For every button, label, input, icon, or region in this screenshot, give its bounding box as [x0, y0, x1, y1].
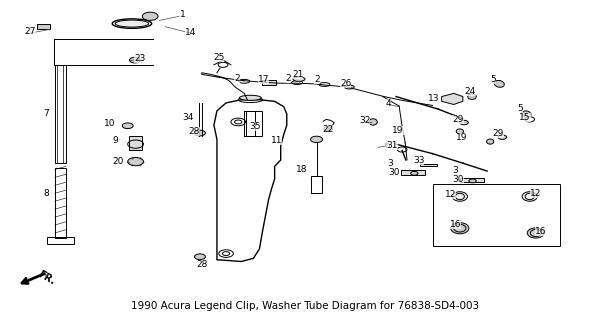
Text: 23: 23: [134, 54, 146, 63]
Circle shape: [129, 57, 140, 63]
Text: 12: 12: [530, 189, 542, 198]
Bar: [246, 111, 254, 136]
Text: 25: 25: [213, 53, 224, 62]
Text: 4: 4: [386, 99, 391, 108]
Text: 2: 2: [285, 74, 291, 83]
Circle shape: [142, 12, 158, 20]
Text: 5: 5: [490, 75, 496, 84]
Bar: [55, 168, 66, 238]
Text: 1: 1: [179, 10, 185, 19]
Text: 12: 12: [445, 190, 456, 199]
Ellipse shape: [487, 139, 494, 144]
Text: 20: 20: [112, 157, 124, 166]
Polygon shape: [214, 100, 287, 261]
Circle shape: [460, 120, 468, 125]
Ellipse shape: [456, 129, 464, 134]
Circle shape: [195, 130, 206, 136]
Text: 19: 19: [392, 126, 404, 135]
Text: 11: 11: [271, 136, 282, 146]
Text: 27: 27: [25, 27, 36, 36]
Bar: [460, 178, 484, 182]
Text: 15: 15: [519, 113, 531, 122]
Ellipse shape: [112, 19, 152, 28]
Circle shape: [411, 172, 418, 175]
Text: 28: 28: [189, 127, 200, 136]
Text: 2: 2: [234, 74, 240, 83]
Text: 2: 2: [314, 75, 320, 84]
Text: 16: 16: [535, 227, 547, 236]
Ellipse shape: [522, 111, 531, 117]
Circle shape: [195, 254, 206, 260]
Circle shape: [324, 127, 332, 131]
Ellipse shape: [494, 80, 504, 87]
Text: 9: 9: [113, 136, 118, 146]
Text: 29: 29: [492, 130, 504, 139]
Text: 26: 26: [340, 79, 351, 88]
Text: 3: 3: [388, 159, 393, 168]
Text: 17: 17: [258, 75, 270, 84]
Bar: [432, 184, 560, 246]
Text: 28: 28: [196, 260, 207, 269]
Text: 22: 22: [323, 125, 334, 134]
Bar: [311, 176, 322, 193]
Text: 18: 18: [296, 165, 307, 174]
Text: 21: 21: [292, 70, 303, 79]
Ellipse shape: [293, 77, 305, 81]
Text: 10: 10: [104, 119, 115, 128]
Text: 24: 24: [465, 87, 476, 96]
Text: 1990 Acura Legend Clip, Washer Tube Diagram for 76838-SD4-003: 1990 Acura Legend Clip, Washer Tube Diag…: [131, 301, 479, 311]
Ellipse shape: [369, 119, 377, 125]
Ellipse shape: [239, 95, 261, 100]
Polygon shape: [442, 93, 463, 105]
Bar: [244, 111, 262, 136]
Ellipse shape: [452, 192, 467, 201]
Text: 30: 30: [452, 175, 464, 184]
Bar: [47, 237, 74, 244]
Bar: [401, 171, 425, 175]
Text: 29: 29: [453, 115, 464, 124]
Text: 13: 13: [428, 94, 439, 103]
Text: 33: 33: [413, 156, 425, 165]
Circle shape: [122, 123, 133, 129]
Text: 32: 32: [359, 116, 370, 125]
Text: 34: 34: [182, 113, 193, 122]
Text: 30: 30: [388, 168, 400, 177]
Ellipse shape: [522, 192, 537, 201]
Text: 7: 7: [43, 108, 49, 117]
Text: 31: 31: [386, 141, 398, 150]
Text: 6: 6: [385, 141, 390, 150]
Bar: [262, 80, 276, 85]
Circle shape: [469, 179, 476, 183]
Text: 5: 5: [518, 104, 523, 113]
Circle shape: [310, 136, 323, 142]
Bar: [37, 24, 50, 29]
Bar: [55, 65, 66, 163]
Text: 3: 3: [453, 166, 459, 175]
Ellipse shape: [345, 85, 354, 89]
Text: 16: 16: [450, 220, 461, 228]
Bar: [129, 136, 142, 150]
Text: 14: 14: [185, 28, 196, 37]
Text: 19: 19: [456, 133, 467, 142]
Ellipse shape: [468, 94, 476, 100]
Bar: [420, 164, 437, 166]
Circle shape: [127, 157, 143, 166]
Text: FR.: FR.: [37, 269, 57, 287]
Ellipse shape: [527, 228, 544, 238]
Text: 35: 35: [249, 122, 261, 131]
Text: 8: 8: [43, 189, 49, 198]
Ellipse shape: [451, 223, 469, 234]
Circle shape: [498, 135, 506, 140]
